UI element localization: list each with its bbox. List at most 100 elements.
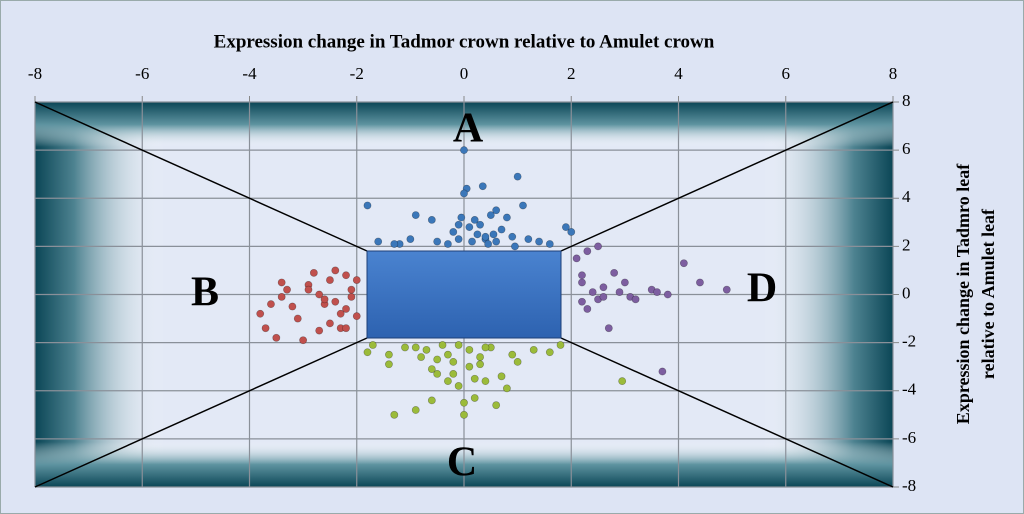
point [342, 324, 350, 333]
point [497, 225, 506, 234]
point [331, 266, 340, 275]
point [352, 312, 361, 321]
point [470, 374, 479, 383]
point [473, 230, 482, 239]
point [256, 309, 265, 318]
point [481, 232, 490, 241]
point [411, 343, 420, 352]
point [293, 314, 302, 323]
x-tick-label: -8 [28, 64, 42, 83]
point [492, 206, 501, 215]
point [545, 348, 554, 357]
point [583, 247, 592, 256]
region-label: C [447, 440, 477, 486]
point [513, 172, 522, 181]
point [497, 372, 506, 381]
point [363, 348, 372, 357]
x-tick-label: -2 [350, 64, 364, 83]
point [502, 213, 511, 222]
point [465, 345, 474, 354]
x-tick-label: 2 [567, 64, 576, 83]
point [460, 410, 468, 419]
point [535, 237, 543, 246]
point [385, 360, 393, 369]
point [390, 410, 399, 419]
point [653, 288, 661, 296]
point [631, 295, 640, 304]
point [588, 288, 597, 296]
perspective-lines [34, 101, 894, 488]
point [489, 230, 498, 239]
point [486, 211, 495, 219]
y-axis-label: relative to Amulet leaf [978, 208, 998, 379]
y-tick-label: -6 [902, 428, 916, 447]
point [578, 297, 586, 306]
point [342, 305, 350, 313]
point [476, 360, 484, 369]
point [465, 223, 474, 232]
point [572, 254, 581, 263]
point [460, 189, 468, 198]
x-tick-label: 4 [674, 64, 683, 83]
point [502, 384, 511, 393]
point [556, 341, 565, 349]
point [342, 271, 350, 280]
point [663, 290, 672, 299]
point [545, 240, 554, 248]
point [567, 228, 576, 236]
y-tick-label: 0 [902, 283, 911, 302]
point [478, 182, 487, 191]
y-tick-label: 2 [902, 235, 911, 254]
point [433, 355, 442, 364]
point [658, 367, 667, 376]
point [315, 290, 324, 299]
point [449, 357, 458, 366]
point [492, 237, 501, 246]
point [599, 293, 608, 301]
point [561, 223, 570, 232]
point [457, 213, 466, 222]
point [422, 345, 431, 354]
x-tick-label: -4 [242, 64, 257, 83]
point [513, 357, 522, 366]
point [374, 237, 383, 246]
point [309, 268, 318, 277]
point [449, 370, 458, 378]
x-tick-label: -6 [135, 64, 149, 83]
point [460, 146, 468, 155]
point [304, 285, 313, 294]
point [594, 242, 602, 251]
point [352, 276, 361, 284]
point [347, 285, 356, 294]
point [261, 324, 270, 333]
point [277, 293, 286, 301]
y-tick-label: 6 [902, 139, 911, 158]
point [604, 324, 613, 333]
point [468, 237, 476, 246]
point [476, 220, 484, 229]
point [401, 343, 409, 352]
point [481, 343, 490, 352]
point [331, 297, 340, 306]
point [465, 362, 474, 371]
chart-title: Expression change in Tadmor crown relati… [214, 31, 715, 52]
point [363, 201, 372, 210]
x-tick-label: 0 [460, 64, 469, 83]
point [470, 394, 479, 402]
point [315, 326, 324, 335]
point [696, 278, 704, 287]
point [524, 235, 533, 244]
point [288, 302, 297, 311]
point [679, 259, 688, 268]
point [411, 211, 420, 219]
point [406, 235, 415, 244]
point [326, 319, 334, 328]
point [427, 365, 436, 373]
point [511, 242, 519, 251]
y-tick-label: -8 [902, 476, 916, 495]
point [484, 240, 493, 248]
y-tick-label: 8 [902, 91, 911, 110]
point [620, 278, 629, 287]
